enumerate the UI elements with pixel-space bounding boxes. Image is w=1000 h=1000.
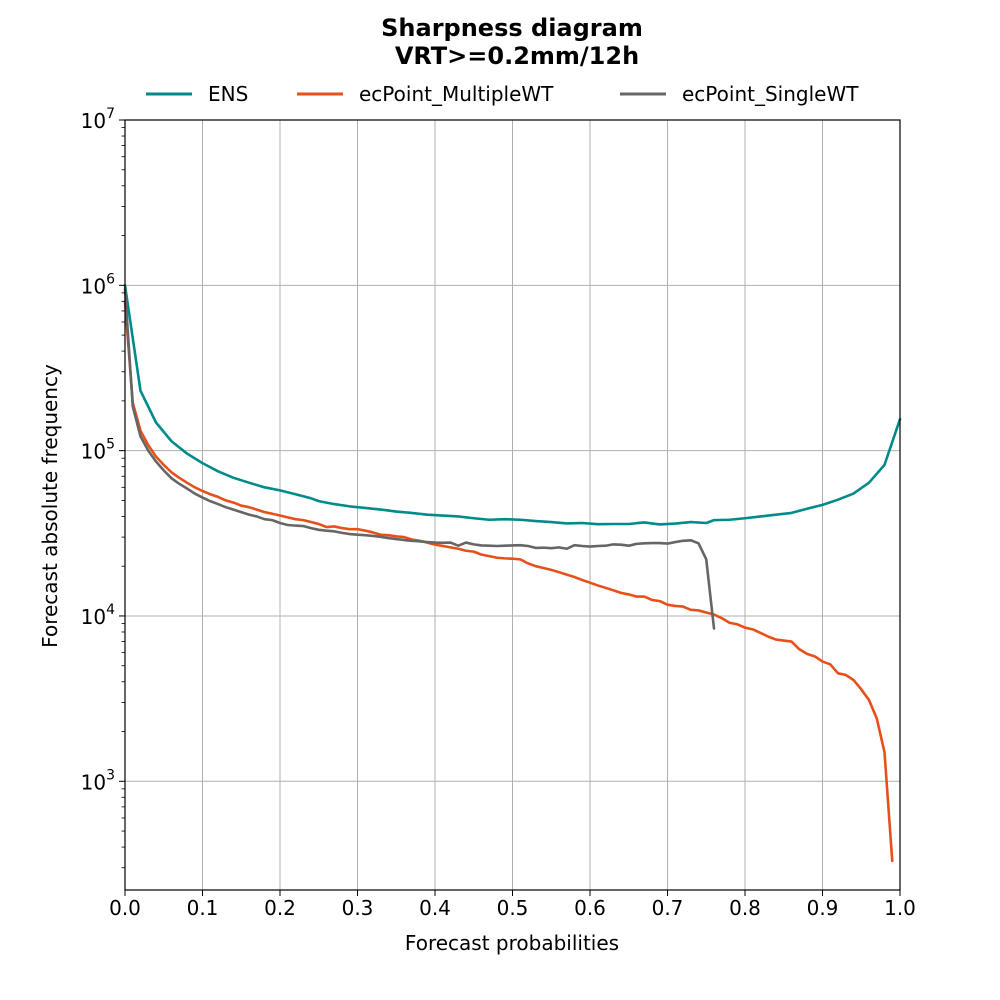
series-line-ecPoint_SingleWT — [123, 287, 716, 630]
x-tick-label: 0.8 — [729, 896, 761, 920]
legend-item: ecPoint_SingleWT — [620, 82, 859, 106]
chart-subtitle: VRT>=0.2mm/12h — [395, 42, 639, 70]
y-tick-label: 105 — [81, 437, 115, 464]
y-tick-label: 103 — [81, 767, 115, 794]
chart-titles: Sharpness diagram VRT>=0.2mm/12h — [381, 14, 643, 70]
x-axis-label: Forecast probabilities — [405, 931, 619, 955]
y-tick-base: 10 — [81, 605, 106, 629]
legend-label: ENS — [208, 82, 248, 106]
chart-title: Sharpness diagram — [381, 14, 643, 42]
x-tick-label: 0.3 — [342, 896, 374, 920]
y-tick-label: 104 — [81, 602, 115, 629]
y-tick-exponent: 3 — [106, 767, 115, 783]
legend-label: ecPoint_SingleWT — [682, 82, 859, 106]
x-tick-label: 0.1 — [187, 896, 219, 920]
x-tick-label: 0.7 — [652, 896, 684, 920]
y-tick-label: 106 — [81, 271, 115, 298]
series-line-ENS — [123, 284, 902, 526]
legend: ENS ecPoint_MultipleWT ecPoint_SingleWT — [146, 82, 859, 106]
series-line-ecPoint_MultipleWT — [123, 300, 894, 863]
grid-lines — [125, 120, 900, 890]
series-layer — [123, 284, 902, 863]
x-tick-label: 1.0 — [884, 896, 916, 920]
x-tick-label: 0.9 — [807, 896, 839, 920]
y-tick-base: 10 — [81, 109, 106, 133]
y-tick-base: 10 — [81, 770, 106, 794]
legend-label: ecPoint_MultipleWT — [359, 82, 554, 106]
legend-item: ENS — [146, 82, 248, 106]
y-tick-exponent: 6 — [106, 271, 115, 287]
x-tick-label: 0.5 — [497, 896, 529, 920]
y-tick-exponent: 4 — [106, 602, 115, 618]
y-axis-label: Forecast absolute frequency — [38, 364, 62, 648]
x-tick-label: 0.4 — [419, 896, 451, 920]
y-tick-exponent: 5 — [106, 437, 115, 453]
y-tick-base: 10 — [81, 440, 106, 464]
y-tick-label: 107 — [81, 106, 115, 133]
y-tick-base: 10 — [81, 274, 106, 298]
x-axis: 0.0 0.1 0.2 0.3 0.4 0.5 0.6 0.7 0.8 0.9 1.0 — [109, 890, 916, 920]
x-tick-label: 0.0 — [109, 896, 141, 920]
legend-item: ecPoint_MultipleWT — [297, 82, 554, 106]
x-tick-label: 0.2 — [264, 896, 296, 920]
y-tick-exponent: 7 — [106, 106, 115, 122]
x-tick-label: 0.6 — [574, 896, 606, 920]
